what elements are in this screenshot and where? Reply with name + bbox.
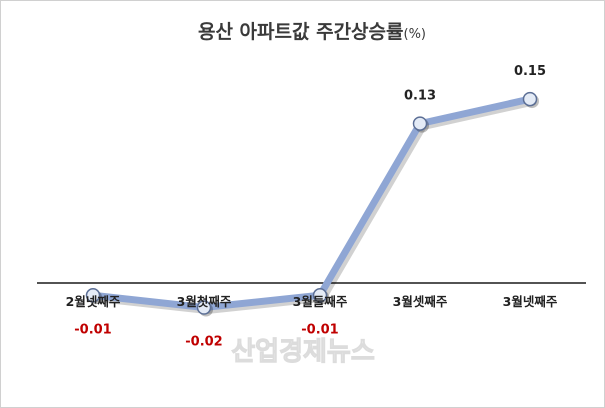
data-label: 0.15 xyxy=(514,64,546,79)
x-tick-label: 3월넷째주 xyxy=(503,294,558,309)
data-point xyxy=(312,288,328,303)
data-point xyxy=(522,91,538,107)
x-tick-label: 3월셋째주 xyxy=(393,294,448,309)
data-point xyxy=(85,288,101,303)
data-point xyxy=(196,300,212,315)
x-tick-label: 2월넷째주 xyxy=(66,294,121,309)
data-label: -0.01 xyxy=(74,322,111,337)
plot-area: 2월넷째주 3월첫째주 3월둘째주 3월셋째주 3월넷째주 -0.01 -0.02 -0.01… xyxy=(66,64,558,349)
chart-title-main: 용산 아파트값 주간상승률 xyxy=(198,21,404,43)
data-label: 0.13 xyxy=(404,89,436,104)
watermark: 산업경제뉴스 xyxy=(231,337,375,367)
data-label: -0.01 xyxy=(301,322,338,337)
x-tick-label: 3월둘째주 xyxy=(293,294,348,309)
data-point xyxy=(412,116,428,131)
chart-title-unit: (%) xyxy=(404,27,427,42)
x-tick-label: 3월첫째주 xyxy=(177,294,232,309)
chart-title: 용산 아파트값 주간상승률(%) xyxy=(198,21,426,43)
data-label: -0.02 xyxy=(185,335,222,350)
